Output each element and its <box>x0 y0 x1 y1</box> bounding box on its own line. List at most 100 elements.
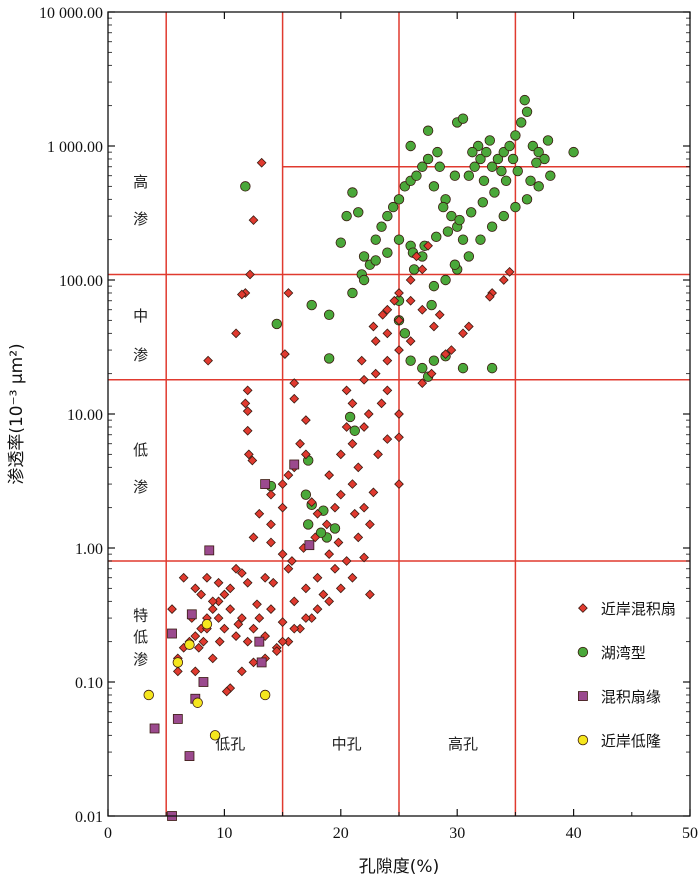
data-point <box>323 309 335 320</box>
data-point <box>254 636 265 647</box>
data-point <box>330 563 340 574</box>
data-point <box>312 604 323 614</box>
data-point <box>192 697 203 708</box>
data-point <box>477 197 489 208</box>
data-point <box>377 309 388 320</box>
data-point <box>167 628 177 639</box>
data-point <box>545 170 556 181</box>
data-point <box>426 368 437 379</box>
data-point <box>426 299 437 311</box>
data-point <box>521 194 533 205</box>
data-point <box>498 210 509 222</box>
data-point <box>243 449 254 460</box>
data-point <box>184 751 195 761</box>
data-point <box>393 234 405 245</box>
data-point <box>428 355 440 366</box>
data-point <box>382 385 393 396</box>
data-point <box>394 345 404 355</box>
data-point <box>283 288 294 298</box>
data-point <box>318 589 329 600</box>
data-point <box>478 175 490 186</box>
data-point <box>259 689 271 701</box>
data-point <box>370 368 381 379</box>
data-point <box>465 207 477 218</box>
data-point <box>359 422 369 432</box>
data-point <box>446 210 457 222</box>
data-point <box>368 321 379 332</box>
data-point <box>301 583 311 594</box>
data-point <box>324 549 335 559</box>
data-point <box>405 355 416 366</box>
data-point <box>458 328 468 339</box>
porosity-zone-label: 中孔 <box>332 735 362 753</box>
data-point <box>463 251 475 262</box>
data-point <box>389 295 400 306</box>
data-point <box>492 153 504 165</box>
data-point <box>382 247 393 258</box>
data-point <box>411 251 422 262</box>
data-point <box>271 646 282 656</box>
y-axis-title: 渗透率(10⁻³ μm²) <box>7 343 27 484</box>
data-point <box>341 210 352 222</box>
axis-ticks: 0 10 20 30 40 50 0.01 0.10 1.00 10.00 100.00 1 000.… <box>39 5 698 842</box>
data-point <box>248 532 259 543</box>
legend-label: 近岸低隆 <box>601 732 661 750</box>
data-point <box>221 686 232 697</box>
data-point <box>344 411 356 423</box>
data-point <box>335 489 346 500</box>
data-point <box>242 425 253 436</box>
data-point <box>405 140 416 152</box>
data-point <box>432 146 443 158</box>
data-point <box>347 438 358 449</box>
data-point <box>335 583 346 594</box>
data-point <box>475 234 486 245</box>
data-point <box>260 572 271 583</box>
data-point <box>417 362 428 374</box>
data-point <box>207 653 218 664</box>
data-point <box>312 508 323 519</box>
data-point <box>231 563 241 574</box>
y-tick-label: 1.00 <box>75 541 103 558</box>
data-point <box>382 210 393 222</box>
data-point <box>463 170 475 181</box>
data-point <box>204 545 215 556</box>
data-point <box>312 572 323 583</box>
data-point <box>510 201 521 213</box>
data-point <box>507 153 519 165</box>
data-point <box>277 617 288 627</box>
data-point <box>280 349 290 359</box>
data-point <box>219 589 230 600</box>
data-point <box>358 251 370 262</box>
data-point <box>496 165 507 177</box>
data-points <box>143 94 579 821</box>
data-point <box>289 459 300 470</box>
data-point <box>271 318 282 330</box>
data-point <box>306 299 317 311</box>
data-point <box>382 434 393 444</box>
data-point <box>394 288 404 298</box>
data-point <box>310 532 321 543</box>
data-point <box>498 275 509 285</box>
permeability-zone-label: 渗 <box>133 210 148 228</box>
data-point <box>440 349 451 359</box>
data-point <box>422 125 434 136</box>
data-point <box>277 636 288 647</box>
data-point <box>324 596 335 607</box>
data-point <box>306 497 317 507</box>
data-point <box>236 666 247 677</box>
data-point <box>252 599 262 610</box>
legend-label: 混积扇缘 <box>601 688 661 706</box>
data-point <box>248 215 259 225</box>
permeability-zone-label: 特 <box>133 606 148 624</box>
data-point <box>394 432 404 443</box>
data-point <box>434 309 445 320</box>
data-point <box>353 462 364 473</box>
data-point <box>304 540 315 551</box>
data-point <box>469 161 480 172</box>
data-point <box>324 470 335 480</box>
data-point <box>254 613 265 623</box>
data-point <box>289 393 300 404</box>
data-point <box>277 549 288 559</box>
data-point <box>203 355 213 366</box>
data-point <box>196 589 206 600</box>
